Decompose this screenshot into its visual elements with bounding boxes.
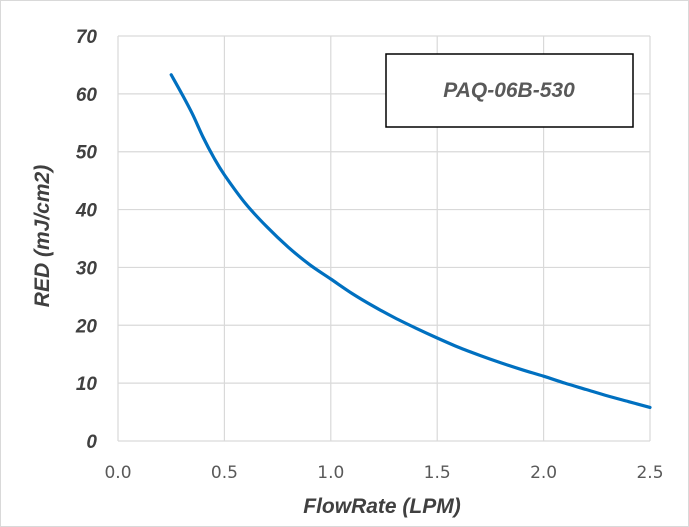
x-tick-label: 1.0 xyxy=(317,463,344,483)
y-tick-label: 60 xyxy=(76,85,98,106)
y-tick-label: 40 xyxy=(75,201,98,222)
y-tick-label: 0 xyxy=(86,432,97,453)
x-tick-label: 1.5 xyxy=(424,463,451,483)
y-tick-label: 70 xyxy=(76,27,98,48)
series-line xyxy=(169,73,652,410)
y-tick-label: 30 xyxy=(76,258,98,279)
y-tick-label: 10 xyxy=(76,374,98,395)
x-axis-ticks: 0.0 0.5 1.0 1.5 2.0 2.5 xyxy=(104,463,663,483)
x-axis-title: FlowRate (LPM) xyxy=(303,495,461,518)
y-tick-label: 20 xyxy=(75,316,98,337)
x-tick-label: 0.5 xyxy=(211,463,238,483)
legend: PAQ-06B-530 xyxy=(385,53,634,128)
x-tick-label: 2.0 xyxy=(530,463,557,483)
legend-label: PAQ-06B-530 xyxy=(443,79,575,102)
y-axis-ticks: 0 10 20 30 40 50 60 70 xyxy=(75,27,98,453)
x-tick-label: 2.5 xyxy=(636,463,663,483)
y-tick-label: 50 xyxy=(76,143,98,164)
x-tick-label: 0.0 xyxy=(104,463,131,483)
legend-box xyxy=(385,53,634,128)
y-axis-title: RED (mJ/cm2) xyxy=(31,165,54,307)
series xyxy=(169,73,652,410)
